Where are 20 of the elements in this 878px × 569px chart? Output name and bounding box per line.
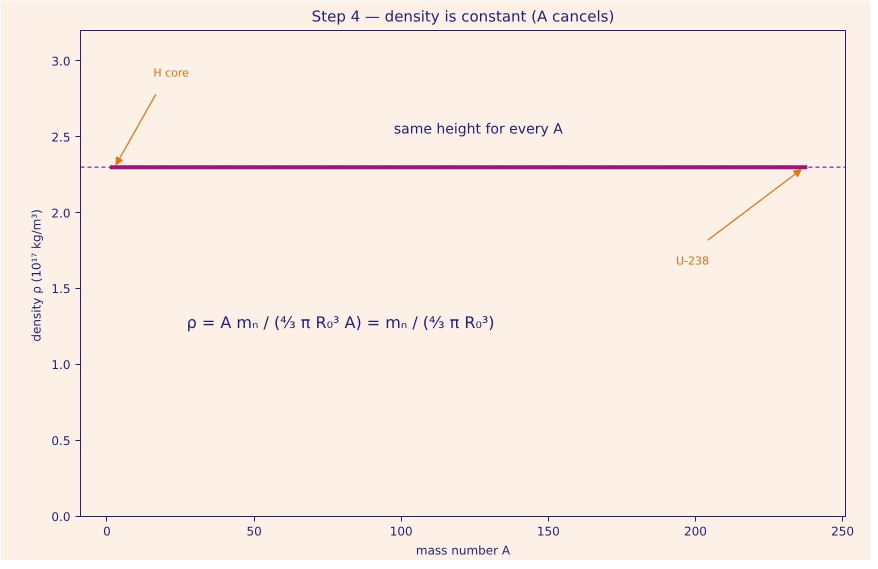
y-tick-label: 3.0	[51, 54, 71, 68]
y-tick-label: 0.0	[51, 510, 71, 524]
x-tick-label: 100	[390, 524, 413, 538]
x-tick-label: 0	[103, 524, 111, 538]
x-axis-title: mass number A	[416, 544, 511, 558]
annotation: U-238	[676, 254, 710, 268]
y-tick-label: 2.5	[51, 130, 71, 144]
y-tick-label: 1.5	[51, 282, 71, 296]
annotation: H core	[153, 66, 190, 80]
y-tick-label: 2.0	[51, 206, 71, 220]
x-tick-label: 250	[831, 524, 854, 538]
x-tick-label: 150	[536, 524, 560, 538]
x-tick-label: 50	[246, 524, 262, 538]
x-tick-label: 200	[684, 524, 707, 538]
y-tick-label: 0.5	[51, 434, 71, 448]
annotation: ρ = A mₙ / (⁴⁄₃ π R₀³ A) = mₙ / (⁴⁄₃ π R₀³)	[186, 312, 495, 332]
annotation: same height for every A	[394, 121, 564, 138]
y-tick-label: 1.0	[51, 358, 71, 372]
y-axis-title: density ρ (10¹⁷ kg/m³)	[29, 209, 44, 342]
chart-title: Step 4 — density is constant (A cancels)	[312, 8, 614, 26]
